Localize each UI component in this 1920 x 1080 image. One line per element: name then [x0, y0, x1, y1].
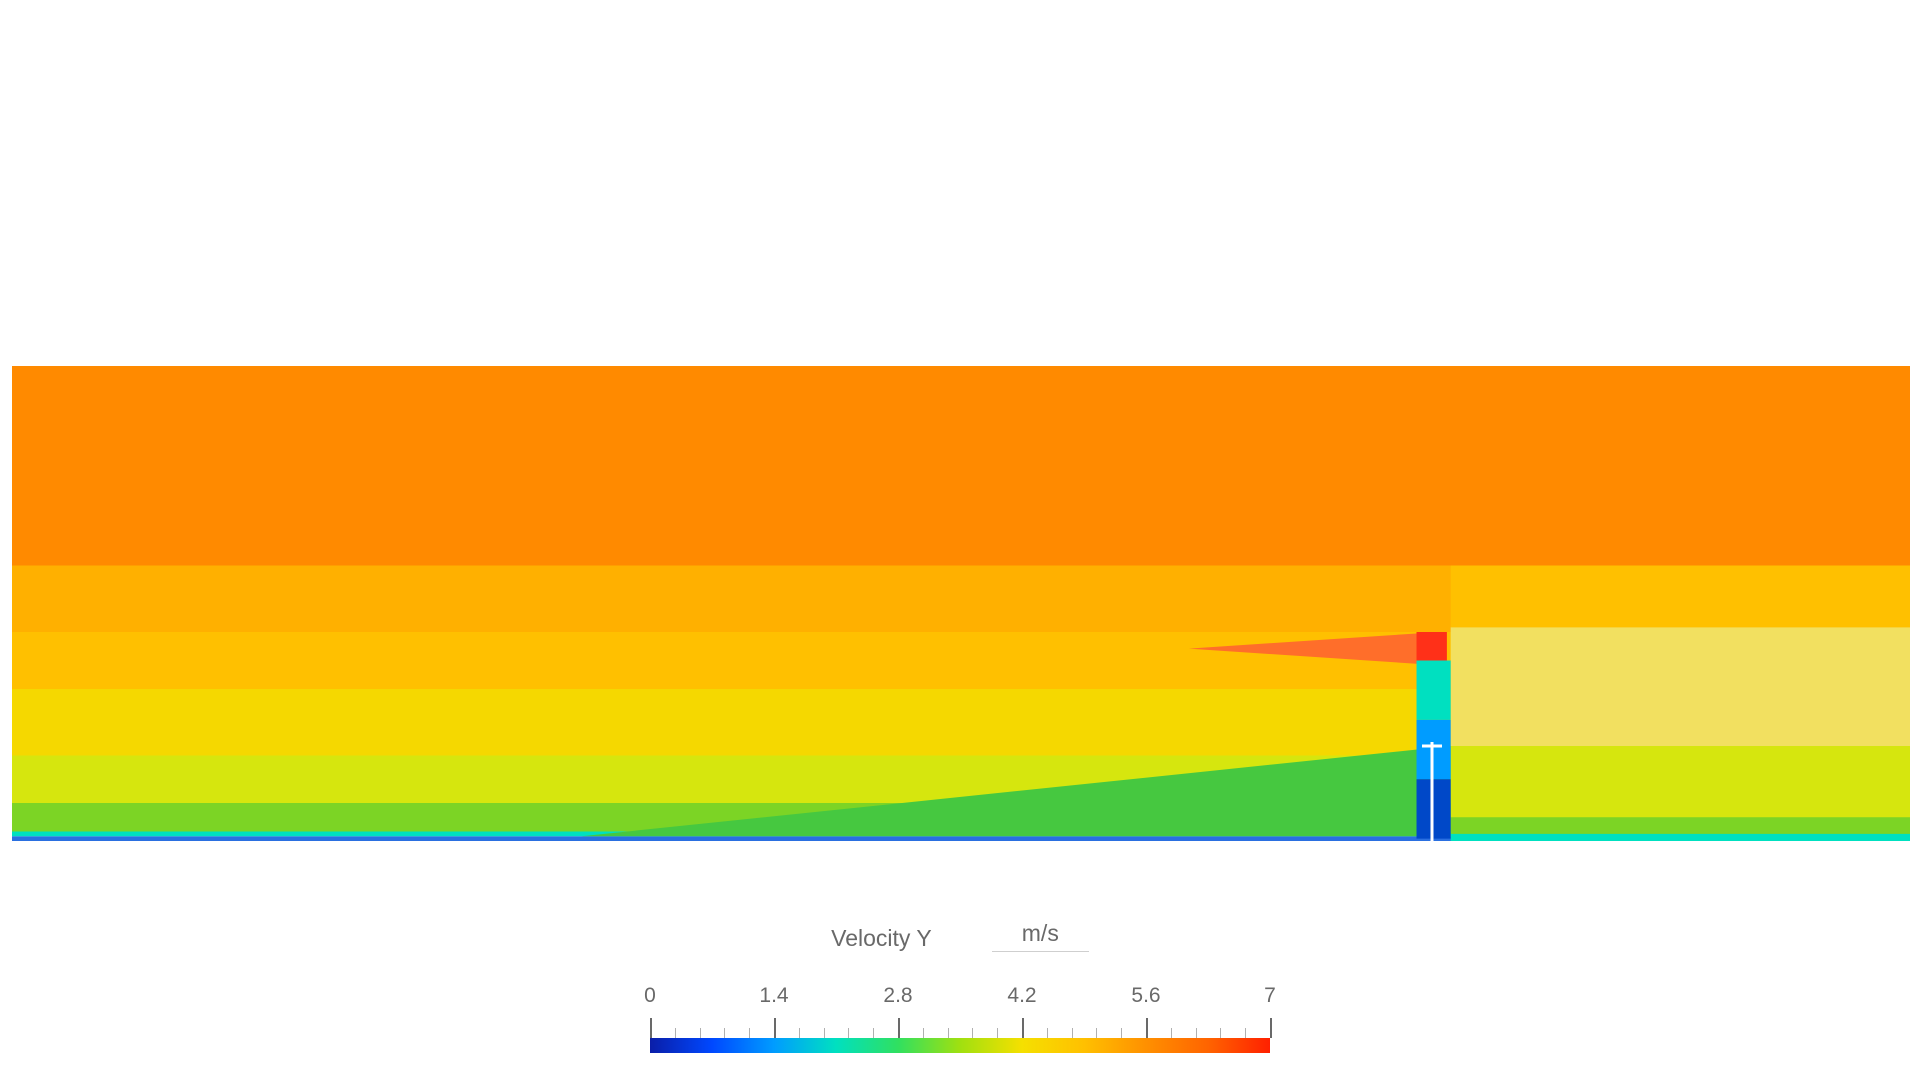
colorbar-minor-tick [948, 1028, 949, 1038]
velocity-contour-plot [12, 366, 1910, 841]
colorbar-minor-tick [1096, 1028, 1097, 1038]
colorbar-minor-tick [749, 1028, 750, 1038]
colorbar-minor-tick [1220, 1028, 1221, 1038]
colorbar-tick-labels: 01.42.84.25.67 [650, 984, 1270, 1012]
colorbar-tick-label: 2.8 [883, 984, 912, 1008]
colorbar-gradient [650, 1038, 1270, 1053]
colorbar-tick-label: 1.4 [759, 984, 788, 1008]
colorbar-minor-tick [1072, 1028, 1073, 1038]
colorbar-quantity-label: Velocity Y [831, 925, 932, 952]
colorbar-minor-tick [923, 1028, 924, 1038]
colorbar-major-tick [1022, 1018, 1024, 1038]
colorbar: Velocity Y m/s 01.42.84.25.67 [650, 920, 1270, 1053]
colorbar-major-tick [898, 1018, 900, 1038]
colorbar-major-tick [650, 1018, 652, 1038]
colorbar-minor-tick [1171, 1028, 1172, 1038]
colorbar-minor-tick [1047, 1028, 1048, 1038]
colorbar-unit-label: m/s [992, 920, 1089, 952]
colorbar-minor-tick [848, 1028, 849, 1038]
colorbar-minor-tick [997, 1028, 998, 1038]
colorbar-major-tick [774, 1018, 776, 1038]
colorbar-minor-tick [1196, 1028, 1197, 1038]
colorbar-minor-tick [1121, 1028, 1122, 1038]
colorbar-minor-tick [675, 1028, 676, 1038]
colorbar-minor-tick [724, 1028, 725, 1038]
colorbar-tick-label: 0 [644, 984, 656, 1008]
colorbar-major-tick [1146, 1018, 1148, 1038]
colorbar-bar [650, 1018, 1270, 1053]
colorbar-minor-tick [799, 1028, 800, 1038]
colorbar-minor-tick [824, 1028, 825, 1038]
colorbar-minor-tick [873, 1028, 874, 1038]
colorbar-minor-tick [700, 1028, 701, 1038]
colorbar-tick-label: 4.2 [1007, 984, 1036, 1008]
colorbar-minor-tick [1245, 1028, 1246, 1038]
colorbar-major-tick [1270, 1018, 1272, 1038]
colorbar-minor-tick [972, 1028, 973, 1038]
colorbar-tick-label: 7 [1264, 984, 1276, 1008]
colorbar-tick-label: 5.6 [1131, 984, 1160, 1008]
